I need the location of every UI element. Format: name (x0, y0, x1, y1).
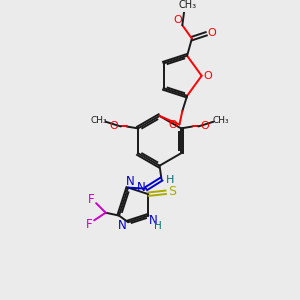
Text: F: F (88, 193, 94, 206)
Text: H: H (154, 221, 162, 231)
Text: O: O (168, 120, 177, 130)
Text: O: O (173, 15, 182, 26)
Text: F: F (86, 218, 93, 231)
Text: S: S (168, 185, 176, 198)
Text: N: N (126, 176, 134, 188)
Text: H: H (166, 175, 174, 185)
Text: O: O (203, 71, 212, 81)
Text: CH₃: CH₃ (213, 116, 230, 125)
Text: O: O (201, 122, 209, 131)
Text: CH₃: CH₃ (178, 0, 196, 10)
Text: N: N (137, 181, 146, 194)
Text: O: O (208, 28, 216, 38)
Text: O: O (110, 122, 118, 131)
Text: CH₃: CH₃ (91, 116, 107, 125)
Text: N: N (149, 214, 158, 227)
Text: N: N (118, 220, 127, 232)
